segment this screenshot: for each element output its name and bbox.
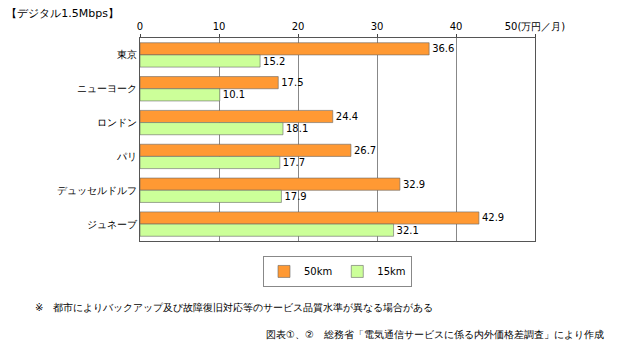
svg-text:24.4: 24.4 — [336, 111, 358, 122]
svg-text:ジュネーブ: ジュネーブ — [87, 219, 138, 230]
svg-text:50km: 50km — [304, 266, 332, 277]
svg-text:17.5: 17.5 — [281, 77, 303, 88]
svg-text:36.6: 36.6 — [432, 43, 454, 54]
svg-text:0: 0 — [137, 21, 143, 32]
svg-text:20: 20 — [292, 21, 305, 32]
svg-text:32.9: 32.9 — [403, 179, 425, 190]
svg-text:ロンドン: ロンドン — [97, 117, 137, 128]
svg-text:18.1: 18.1 — [286, 123, 308, 134]
svg-text:東京: 東京 — [117, 49, 137, 60]
svg-text:パリ: パリ — [116, 151, 137, 162]
svg-text:10: 10 — [213, 21, 226, 32]
svg-text:デュッセルドルフ: デュッセルドルフ — [57, 185, 137, 196]
svg-text:17.7: 17.7 — [283, 157, 305, 168]
svg-text:42.9: 42.9 — [482, 212, 504, 223]
svg-text:【デジタル1.5Mbps】: 【デジタル1.5Mbps】 — [6, 7, 119, 20]
svg-text:15km: 15km — [377, 266, 405, 277]
svg-text:50(万円／月): 50(万円／月) — [505, 21, 566, 32]
svg-text:※ 都市によりバックアップ及び故障復旧対応等のサービス品質水: ※ 都市によりバックアップ及び故障復旧対応等のサービス品質水準が異なる場合がある — [35, 302, 433, 313]
svg-text:図表①、② 総務省「電気通信サービスに係る内外価格差調査」に: 図表①、② 総務省「電気通信サービスに係る内外価格差調査」により作成 — [266, 329, 604, 340]
svg-text:26.7: 26.7 — [354, 145, 376, 156]
svg-text:40: 40 — [450, 21, 463, 32]
svg-text:30: 30 — [371, 21, 384, 32]
svg-text:17.9: 17.9 — [284, 191, 306, 202]
svg-text:32.1: 32.1 — [397, 225, 419, 236]
svg-text:ニューヨーク: ニューヨーク — [77, 83, 137, 94]
svg-text:10.1: 10.1 — [223, 89, 245, 100]
svg-text:15.2: 15.2 — [263, 56, 285, 67]
